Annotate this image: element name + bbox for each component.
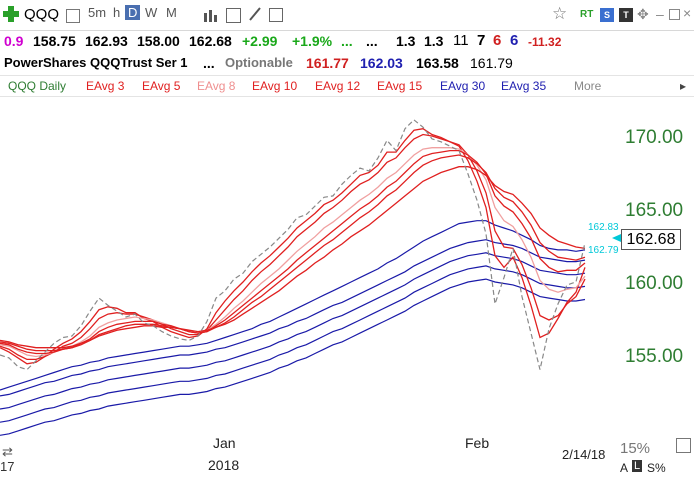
settings-icon[interactable] (676, 438, 691, 453)
close-icon[interactable]: × (683, 5, 692, 21)
indicator-eavg30[interactable]: EAvg 30 (440, 79, 486, 93)
series-eavg-12 (0, 154, 586, 352)
quote-last: 162.68 (189, 33, 232, 49)
toolbar: QQQ 5m h D W M ☆ RT S T ✥ – × (0, 0, 694, 31)
info-p1: 161.77 (306, 55, 349, 71)
quote-change-pct: +1.9% (292, 33, 333, 49)
blue-ema-band-1 (0, 265, 586, 423)
more-link[interactable]: More (574, 79, 602, 93)
calc-icon[interactable] (226, 8, 241, 23)
series-qqq-daily (0, 119, 586, 371)
quote-n1: 11 (453, 32, 469, 49)
timeframe-5m[interactable]: 5m (88, 5, 107, 20)
quote-bar: 0.9 158.75 162.93 158.00 162.68 +2.99 +1… (0, 30, 694, 52)
quote-n5: -11.32 (528, 35, 562, 49)
scale-l[interactable]: L (632, 460, 643, 472)
indicator-eavg3[interactable]: EAvg 3 (86, 79, 125, 93)
maximize-icon[interactable] (669, 9, 680, 20)
indicator-eavg12[interactable]: EAvg 12 (315, 79, 361, 93)
y-tick-label: 170.00 (625, 127, 683, 148)
quote-dots2: ... (366, 33, 378, 49)
info-p3: 163.58 (416, 55, 459, 71)
minimize-icon[interactable]: – (656, 6, 664, 22)
x-tick-label: Feb (465, 435, 489, 451)
y-tick-label: 160.00 (625, 273, 683, 294)
pencil-icon[interactable] (248, 6, 262, 27)
add-icon[interactable] (3, 6, 19, 22)
indicator-eavg8[interactable]: EAvg 8 (197, 79, 236, 93)
indicator-eavg10[interactable]: EAvg 10 (252, 79, 298, 93)
indicator-qqq-daily[interactable]: QQQ Daily (8, 79, 67, 93)
info-p4: 161.79 (470, 55, 513, 71)
indicator-bar: QQQ Daily EAvg 3 EAvg 5 EAvg 8 EAvg 10 E… (0, 75, 694, 97)
x-label-year: 2018 (208, 457, 240, 473)
move-icon[interactable]: ✥ (637, 6, 649, 22)
blue-ema-band-2 (0, 278, 586, 436)
price-marker-label: 162.83 (588, 222, 619, 233)
quote-v2: 1.3 (424, 33, 444, 49)
symbol-field[interactable]: QQQ (24, 6, 60, 23)
optionable-label: Optionable (225, 55, 293, 70)
series-eavg-8 (0, 147, 586, 358)
info-dots: ... (203, 55, 215, 71)
indicator-eavg15[interactable]: EAvg 15 (377, 79, 423, 93)
series-eavg-35 (0, 239, 586, 397)
scale-a[interactable]: A (620, 461, 629, 475)
series-eavg-15 (0, 166, 586, 349)
quote-change: +2.99 (242, 33, 278, 49)
x-tick-label: Jan (213, 435, 236, 451)
last-price-pointer (612, 234, 621, 242)
t-icon[interactable]: T (619, 8, 633, 22)
arrow-icon[interactable]: ▸ (680, 79, 687, 93)
quote-v1: 1.3 (396, 33, 416, 49)
quote-n4: 6 (510, 32, 519, 49)
last-price-box: 162.68 (621, 229, 681, 250)
s-icon[interactable]: S (600, 8, 614, 22)
quote-n3: 6 (493, 32, 502, 49)
info-p2: 162.03 (360, 55, 403, 71)
y-tick-label: 155.00 (625, 346, 683, 367)
timeframe-w[interactable]: W (145, 5, 158, 20)
quote-dots1: ... (341, 33, 353, 49)
y-tick-label: 165.00 (625, 200, 683, 221)
refresh-icon[interactable]: ⇄ (2, 444, 13, 459)
bar-chart-icon[interactable] (203, 8, 217, 27)
quote-high: 162.93 (85, 33, 128, 49)
price-marker-label: 162.79 (588, 245, 619, 256)
quote-val1: 0.9 (4, 33, 24, 49)
series-eavg-5 (0, 133, 586, 361)
rt-icon[interactable]: RT (580, 9, 594, 20)
quote-n2: 7 (477, 32, 486, 49)
x-label-date: 2/14/18 (562, 447, 606, 462)
timeframe-m[interactable]: M (166, 5, 177, 20)
series-eavg-30 (0, 220, 586, 391)
security-name: PowerShares QQQTrust Ser 1 (4, 55, 188, 70)
timeframe-h[interactable]: h (113, 5, 121, 20)
blue-ema-band-0 (0, 252, 586, 410)
grid-icon[interactable] (66, 9, 80, 23)
zoom-pct[interactable]: 15% (620, 440, 651, 457)
copy-icon[interactable] (269, 8, 283, 22)
quote-open: 158.75 (33, 33, 76, 49)
scale-spct[interactable]: S% (647, 461, 666, 475)
star-icon[interactable]: ☆ (552, 4, 568, 23)
x-label-left: 17 (0, 459, 15, 474)
info-bar: PowerShares QQQTrust Ser 1 ... Optionabl… (0, 52, 694, 74)
series-eavg-3 (0, 128, 586, 365)
indicator-eavg35[interactable]: EAvg 35 (501, 79, 547, 93)
indicator-eavg5[interactable]: EAvg 5 (142, 79, 181, 93)
quote-low: 158.00 (137, 33, 180, 49)
timeframe-d[interactable]: D (125, 5, 141, 20)
